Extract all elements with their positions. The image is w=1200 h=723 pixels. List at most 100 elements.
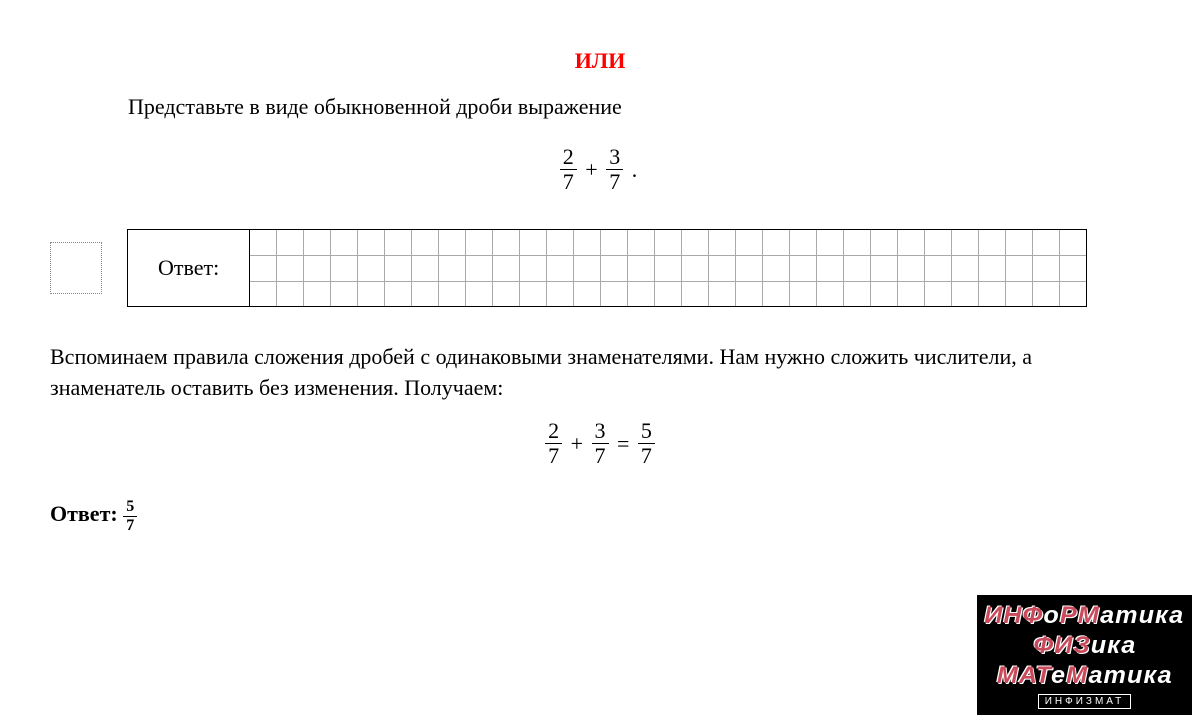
grid-column <box>358 230 385 306</box>
grid-column <box>844 230 871 306</box>
grid-cell <box>682 230 708 256</box>
grid-column <box>439 230 466 306</box>
grid-column <box>601 230 628 306</box>
grid-cell <box>331 230 357 256</box>
numerator: 5 <box>638 419 655 444</box>
grid-column <box>898 230 925 306</box>
grid-column <box>412 230 439 306</box>
grid-cell <box>1006 282 1032 307</box>
fraction-1: 2 7 <box>545 419 562 468</box>
grid-cell <box>493 256 519 282</box>
grid-cell <box>250 256 276 282</box>
grid-cell <box>925 230 951 256</box>
grid-column <box>385 230 412 306</box>
grid-cell <box>547 282 573 307</box>
grid-cell <box>277 282 303 307</box>
grid-cell <box>871 256 897 282</box>
grid-column <box>790 230 817 306</box>
grid-cell <box>952 256 978 282</box>
task-marker-box <box>50 242 102 294</box>
grid-cell <box>979 230 1005 256</box>
grid-cell <box>304 256 330 282</box>
grid-cell <box>871 282 897 307</box>
grid-cell <box>898 256 924 282</box>
grid-cell <box>358 282 384 307</box>
denominator: 7 <box>606 170 623 194</box>
grid-cell <box>304 230 330 256</box>
grid-column <box>574 230 601 306</box>
grid-cell <box>979 256 1005 282</box>
grid-cell <box>979 282 1005 307</box>
grid-cell <box>817 230 843 256</box>
grid-column <box>331 230 358 306</box>
grid-cell <box>358 230 384 256</box>
plus-sign: + <box>571 431 583 457</box>
grid-cell <box>844 230 870 256</box>
grid-cell <box>574 256 600 282</box>
grid-cell <box>952 282 978 307</box>
grid-column <box>520 230 547 306</box>
grid-column <box>736 230 763 306</box>
grid-cell <box>763 282 789 307</box>
grid-cell <box>736 282 762 307</box>
grid-cell <box>790 256 816 282</box>
final-answer-fraction: 5 7 <box>123 498 137 534</box>
grid-cell <box>736 256 762 282</box>
grid-cell <box>628 256 654 282</box>
grid-column <box>763 230 790 306</box>
grid-cell <box>250 230 276 256</box>
fraction-1: 2 7 <box>560 145 577 194</box>
grid-cell <box>601 256 627 282</box>
grid-cell <box>655 282 681 307</box>
grid-cell <box>439 282 465 307</box>
grid-cell <box>439 230 465 256</box>
grid-cell <box>736 230 762 256</box>
grid-cell <box>1006 256 1032 282</box>
watermark-line-2: ФИЗика <box>1033 632 1136 660</box>
grid-cell <box>709 282 735 307</box>
answer-label: Ответ: <box>128 230 250 306</box>
grid-cell <box>304 282 330 307</box>
solution-expression: 2 7 + 3 7 = 5 7 <box>0 419 1200 468</box>
period: . <box>632 157 638 183</box>
grid-cell <box>1060 282 1086 307</box>
grid-column <box>250 230 277 306</box>
numerator: 3 <box>592 419 609 444</box>
grid-column <box>682 230 709 306</box>
grid-cell <box>358 256 384 282</box>
watermark-line-3: МАТеМатика <box>997 662 1173 690</box>
grid-cell <box>412 256 438 282</box>
grid-cell <box>655 230 681 256</box>
numerator: 3 <box>606 145 623 170</box>
grid-cell <box>547 230 573 256</box>
grid-column <box>304 230 331 306</box>
equals-sign: = <box>617 431 629 457</box>
grid-cell <box>682 282 708 307</box>
grid-cell <box>466 282 492 307</box>
grid-cell <box>1060 230 1086 256</box>
grid-cell <box>844 256 870 282</box>
denominator: 7 <box>638 444 655 468</box>
final-answer: Ответ: 5 7 <box>50 498 1200 534</box>
grid-cell <box>520 230 546 256</box>
grid-cell <box>1033 282 1059 307</box>
grid-column <box>466 230 493 306</box>
grid-cell <box>709 256 735 282</box>
grid-cell <box>520 256 546 282</box>
numerator: 2 <box>560 145 577 170</box>
grid-cell <box>412 282 438 307</box>
denominator: 7 <box>545 444 562 468</box>
grid-cell <box>547 256 573 282</box>
fraction-result: 5 7 <box>638 419 655 468</box>
grid-column <box>1033 230 1060 306</box>
grid-cell <box>331 256 357 282</box>
grid-cell <box>385 282 411 307</box>
grid-cell <box>412 230 438 256</box>
grid-cell <box>277 256 303 282</box>
grid-cell <box>790 230 816 256</box>
grid-column <box>709 230 736 306</box>
grid-cell <box>898 282 924 307</box>
grid-cell <box>574 282 600 307</box>
grid-cell <box>763 230 789 256</box>
denominator: 7 <box>592 444 609 468</box>
